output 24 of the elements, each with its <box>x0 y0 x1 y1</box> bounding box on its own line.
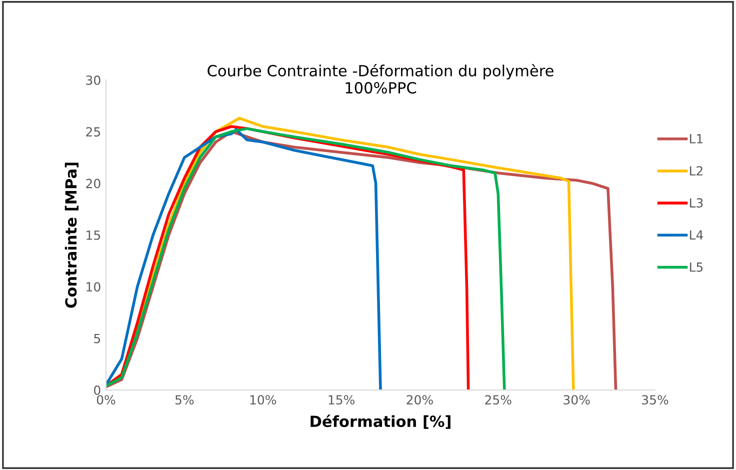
legend-label: L5 <box>690 262 703 272</box>
x-tick-label: 30% <box>564 395 590 405</box>
x-tick-label: 35% <box>642 395 668 405</box>
y-tick-label: 5 <box>94 334 100 344</box>
x-tick-label: 5% <box>175 395 194 405</box>
legend-label: L3 <box>690 198 703 208</box>
y-tick-label: 20 <box>86 178 100 188</box>
y-tick-label: 30 <box>86 75 100 85</box>
x-tick-label: 15% <box>328 395 354 405</box>
y-tick-label: 10 <box>86 282 100 292</box>
chart-title: Courbe Contrainte -Déformation du polymère 100%PPC <box>208 64 554 94</box>
y-tick-label: 25 <box>86 127 100 137</box>
x-tick-label: 10% <box>250 395 276 405</box>
legend-label: L2 <box>690 166 702 176</box>
line-series <box>106 128 382 390</box>
x-tick-label: 25% <box>485 395 512 405</box>
y-axis-title: Contrainte [MPa] <box>64 162 79 308</box>
legend-label: L1 <box>690 134 703 144</box>
y-tick-label: 0 <box>94 385 100 395</box>
x-axis-title: Déformation [%] <box>310 414 450 429</box>
y-tick-label: 15 <box>86 230 100 240</box>
legend-label: L4 <box>690 230 703 240</box>
x-tick-label: 0% <box>96 395 116 405</box>
x-tick-label: 20% <box>406 395 433 405</box>
